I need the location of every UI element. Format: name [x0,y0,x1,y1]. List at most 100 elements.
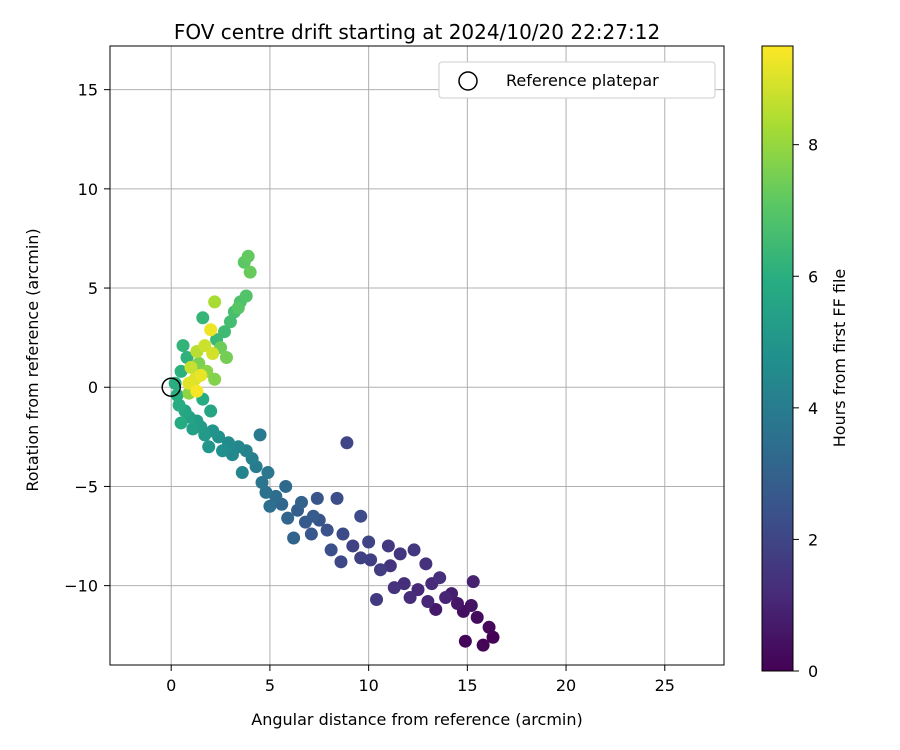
data-point [439,591,453,605]
grid-lines [110,46,724,665]
data-point [450,596,464,610]
data-point [172,398,186,412]
data-point [198,339,212,353]
data-point [381,539,395,553]
data-point [190,384,204,398]
data-point [231,301,245,315]
data-point [206,347,220,361]
reference-point-marker [161,377,181,397]
data-point [419,557,433,571]
data-point [393,547,407,561]
plot-background [110,46,724,665]
data-point [216,444,230,458]
y-axis-ticks: −10 −5 0 5 10 15 [64,81,110,596]
data-point [387,581,401,595]
data-point [241,249,255,263]
data-point [218,325,232,339]
data-point [362,535,376,549]
plot-area [109,45,725,666]
plot-border [109,45,725,666]
data-point [334,555,348,569]
colorbar-tick-label: 2 [808,530,818,549]
data-point [202,440,216,454]
data-point [208,295,222,309]
y-tick-label: −5 [74,477,98,496]
x-axis-label: Angular distance from reference (arcmin) [251,710,582,729]
data-point [470,610,484,624]
data-point [196,311,210,325]
legend-reference-marker [458,71,478,91]
data-point [180,350,194,364]
data-points [168,249,500,652]
data-point [219,350,233,364]
data-point [208,372,222,386]
y-tick-label: 0 [88,378,98,397]
colorbar-tick-label: 0 [808,662,818,681]
data-point [373,563,387,577]
data-point [194,368,208,382]
data-point [403,591,417,605]
data-point [429,602,443,616]
x-tick-label: 25 [655,676,675,695]
data-point [184,360,198,374]
data-point [170,388,184,402]
data-point [174,416,188,430]
data-point [261,466,275,480]
data-point [364,553,378,567]
data-point [354,509,368,523]
data-point [295,495,309,509]
legend: Reference platepar [438,61,716,99]
data-point [336,527,350,541]
data-point [204,404,218,418]
data-point [168,376,182,390]
data-point [176,339,190,353]
data-point [259,485,273,499]
data-point [281,511,295,525]
legend-box [438,61,716,99]
data-point [320,523,334,537]
data-point [407,543,421,557]
data-point [186,422,200,436]
data-point [255,475,269,489]
data-point [383,559,397,573]
chart-title: FOV centre drift starting at 2024/10/20 … [174,20,660,44]
data-point [411,583,425,597]
colorbar-gradient [761,45,794,672]
data-point [330,491,344,505]
data-point [421,595,435,609]
data-point [287,531,301,545]
data-point [397,577,411,591]
y-axis-label: Rotation from reference (arcmin) [23,228,42,491]
data-point [458,634,472,648]
data-point [239,289,253,303]
data-point [354,551,368,565]
data-point [310,491,324,505]
data-point [486,630,500,644]
data-point [433,571,447,585]
data-point [482,620,496,634]
y-tick-label: −10 [64,577,98,596]
data-point [324,543,338,557]
colorbar-tick-label: 8 [808,136,818,155]
data-point [306,509,320,523]
colorbar-tick-label: 4 [808,399,818,418]
data-point [346,539,360,553]
data-point [243,265,257,279]
data-point [279,479,293,493]
colorbar-label: Hours from first FF file [830,269,849,448]
x-tick-label: 10 [358,676,378,695]
data-point [466,575,480,589]
x-tick-label: 0 [166,676,176,695]
legend-label: Reference platepar [506,71,659,90]
data-point [225,448,239,462]
data-point [174,364,188,378]
y-tick-label: 15 [78,81,98,100]
data-point [304,527,318,541]
data-point [223,315,237,329]
data-point [204,323,218,337]
x-axis-ticks: 0 5 10 15 20 25 [166,665,675,695]
y-tick-label: 10 [78,180,98,199]
x-tick-label: 15 [457,676,477,695]
data-point [370,593,384,607]
